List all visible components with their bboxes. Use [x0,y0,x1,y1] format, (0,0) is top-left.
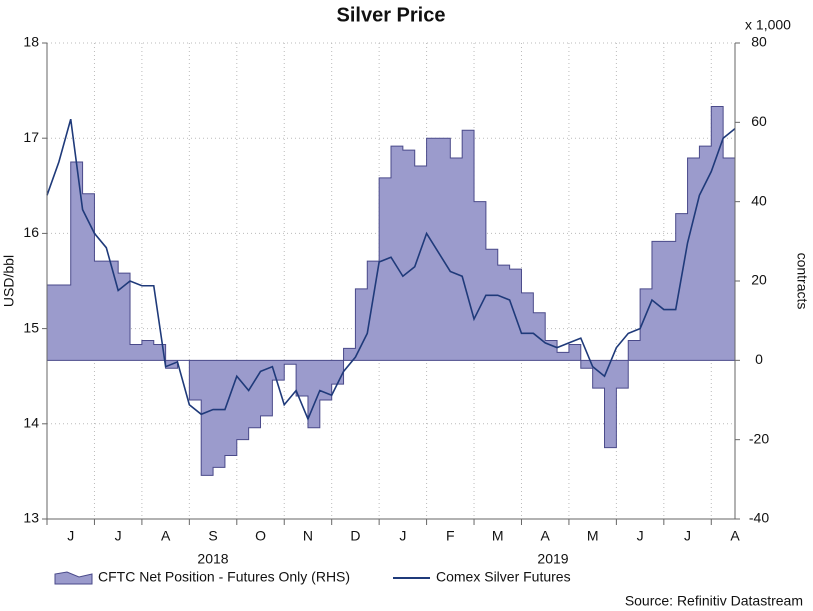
x-tick-label: J [637,528,644,544]
x-tick-label: M [492,528,504,544]
x-tick-label: J [399,528,406,544]
y-axis-label: USD/bbl [1,255,17,307]
year-label: 2019 [537,551,568,567]
year-label: 2018 [197,551,228,567]
y-tick-label: 18 [23,34,39,50]
y2-unit: x 1,000 [745,17,791,33]
x-tick-label: M [587,528,599,544]
source: Source: Refinitiv Datastream [625,593,803,609]
y2-tick-label: -40 [749,510,769,526]
x-tick-label: D [350,528,360,544]
y2-tick-label: 60 [751,113,767,129]
y-tick-label: 17 [23,129,39,145]
y-tick-label: 14 [23,415,39,431]
x-tick-label: A [730,528,740,544]
x-tick-label: A [161,528,171,544]
x-tick-label: A [541,528,551,544]
y2-tick-label: 40 [751,192,767,208]
x-tick-label: J [115,528,122,544]
x-tick-label: F [446,528,455,544]
y-tick-label: 15 [23,319,39,335]
y2-tick-label: 20 [751,272,767,288]
x-tick-label: J [684,528,691,544]
y-tick-label: 16 [23,224,39,240]
legend-swatch [54,571,93,585]
legend-label: CFTC Net Position - Futures Only (RHS) [98,569,350,585]
y2-axis-label: contracts [794,253,810,310]
x-tick-label: N [303,528,313,544]
x-tick-label: J [67,528,74,544]
y2-tick-label: 0 [755,351,763,367]
x-tick-label: O [255,528,266,544]
area [46,105,736,476]
line [46,118,736,422]
y2-tick-label: 80 [751,34,767,50]
x-tick-label: S [208,528,217,544]
y2-tick-label: -20 [749,430,769,446]
y-tick-label: 13 [23,510,39,526]
chart-title: Silver Price [337,4,446,26]
legend-label: Comex Silver Futures [436,569,571,585]
